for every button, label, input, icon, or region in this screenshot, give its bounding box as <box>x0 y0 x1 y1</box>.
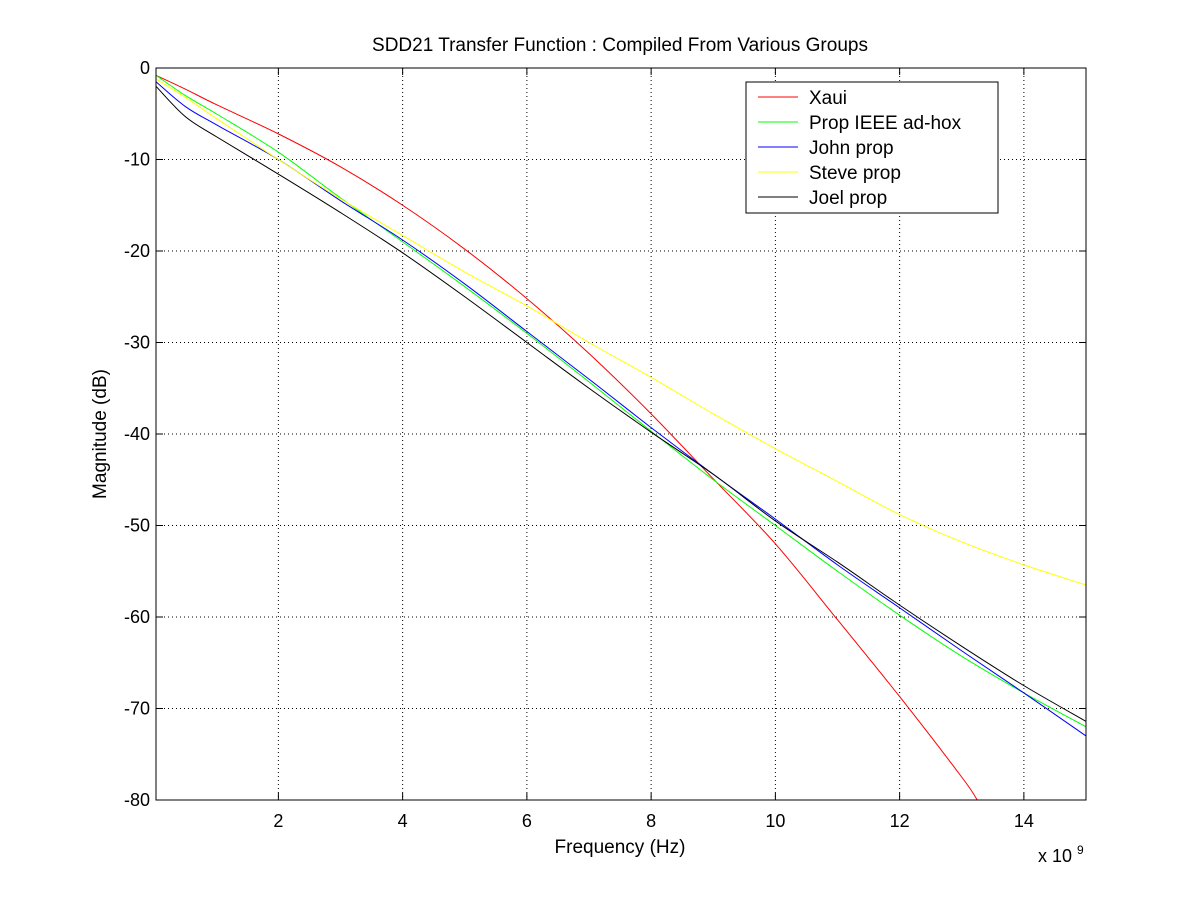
x-tick-label: 6 <box>522 811 532 831</box>
series-layer <box>155 74 1087 801</box>
x-tick-label: 4 <box>398 811 408 831</box>
y-tick-label: 0 <box>140 58 150 78</box>
y-tick-label: -40 <box>124 424 150 444</box>
x-tick-label: 2 <box>273 811 283 831</box>
series-line-steve-prop <box>155 78 1087 586</box>
legend-label-joel-prop: Joel prop <box>809 188 887 209</box>
legend-label-xaui: Xaui <box>809 88 847 109</box>
y-tick-label: -80 <box>124 790 150 810</box>
y-tick-label: -70 <box>124 699 150 719</box>
series-line-joel-prop <box>155 85 1087 722</box>
y-tick-label: -10 <box>124 150 150 170</box>
x-tick-label: 8 <box>646 811 656 831</box>
y-tick-label: -60 <box>124 607 150 627</box>
y-tick-label: -20 <box>124 241 150 261</box>
x-axis-multiplier: x 10 9 <box>1038 843 1084 866</box>
y-tick-label: -50 <box>124 516 150 536</box>
x-axis-multiplier-exponent: 9 <box>1077 843 1084 857</box>
grid-layer <box>156 68 1086 800</box>
series-line-xaui <box>155 74 978 801</box>
legend-label-prop-ieee-ad-hox: Prop IEEE ad-hox <box>809 113 962 134</box>
legend-label-john-prop: John prop <box>809 138 894 159</box>
x-axis-label: Frequency (Hz) <box>555 837 686 858</box>
y-tick-label: -30 <box>124 333 150 353</box>
legend-items: Xaui Prop IEEE ad-hox John prop Steve prop J… <box>758 88 962 209</box>
y-axis-label: Magnitude (dB) <box>90 369 111 499</box>
chart-title: SDD21 Transfer Function : Compiled From … <box>372 35 868 56</box>
x-tick-label: 14 <box>1014 811 1034 831</box>
x-tick-label: 10 <box>765 811 785 831</box>
tick-layer: 2 4 6 8 10 12 14 0 -10 -20 -30 -40 -50 -60 -70 -80 <box>124 58 1086 831</box>
legend-label-steve-prop: Steve prop <box>809 163 901 184</box>
legend: Xaui Prop IEEE ad-hox John prop Steve prop J… <box>745 81 999 214</box>
series-line-prop-ieee-ad-hox <box>155 74 1087 728</box>
x-axis-multiplier-base: x 10 <box>1038 846 1072 866</box>
x-tick-label: 12 <box>890 811 910 831</box>
